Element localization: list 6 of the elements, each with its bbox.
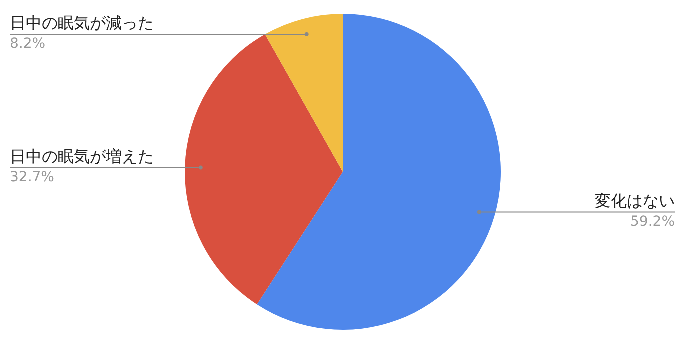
slice-label: 日中の眠気が増えた — [10, 146, 154, 166]
data-label: 32.7% — [10, 169, 54, 186]
slice-label: 日中の眠気が減った — [10, 14, 154, 33]
slice-label: 変化はない — [595, 191, 675, 210]
data-label: 59.2% — [630, 214, 675, 230]
data-label: 8.2% — [10, 36, 46, 52]
